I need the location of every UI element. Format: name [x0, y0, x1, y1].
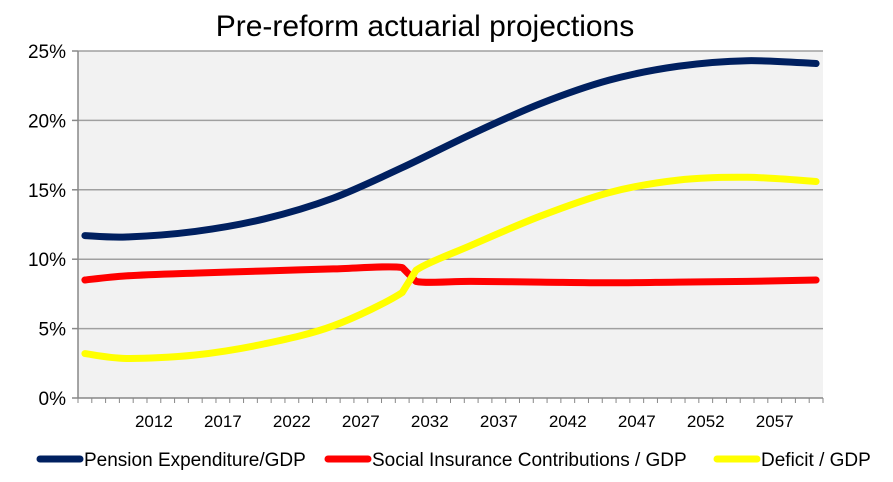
x-tick-label: 2012	[135, 412, 173, 431]
x-tick-label: 2047	[618, 412, 656, 431]
x-tick-label: 2027	[342, 412, 380, 431]
y-tick-label: 25%	[28, 42, 66, 63]
x-tick-label: 2017	[204, 412, 242, 431]
y-tick-label: 0%	[39, 389, 67, 410]
x-tick-label: 2022	[273, 412, 311, 431]
x-tick-label: 2057	[756, 412, 794, 431]
y-tick-label: 20%	[28, 111, 66, 132]
y-tick-label: 15%	[28, 181, 66, 202]
y-tick-label: 5%	[39, 320, 67, 341]
x-tick-label: 2032	[411, 412, 449, 431]
series-line-1	[81, 263, 820, 287]
x-tick-label: 2037	[480, 412, 518, 431]
y-tick-label: 10%	[28, 250, 66, 271]
legend-label: Pension Expenditure/GDP	[84, 450, 306, 471]
x-tick-label: 2042	[549, 412, 587, 431]
legend-label: Deficit / GDP	[761, 450, 871, 471]
chart-title: Pre-reform actuarial projections	[216, 10, 635, 43]
series-line-2	[81, 173, 820, 362]
series-line-0	[81, 57, 820, 241]
legend-label: Social Insurance Contributions / GDP	[372, 450, 687, 471]
plot-area	[78, 51, 823, 398]
x-tick-label: 2052	[687, 412, 725, 431]
